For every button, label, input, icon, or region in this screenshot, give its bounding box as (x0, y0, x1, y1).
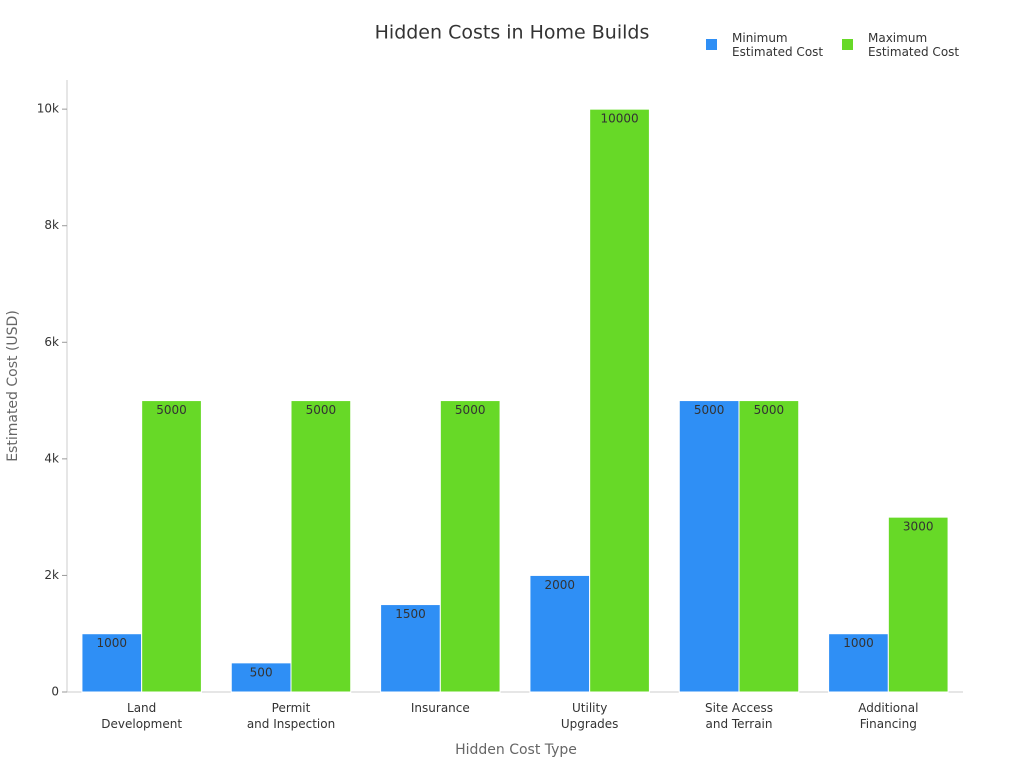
value-label: 5000 (306, 403, 337, 417)
y-axis-title: Estimated Cost (USD) (5, 310, 21, 462)
legend-label: Maximum Estimated Cost (868, 31, 960, 59)
y-tick-label: 10k (37, 102, 59, 116)
value-label: 1000 (97, 636, 128, 650)
value-label: 5000 (156, 403, 187, 417)
y-tick-label: 6k (44, 335, 59, 349)
x-tick-label: Site Access and Terrain (705, 701, 773, 731)
bar (141, 400, 202, 693)
value-label: 10000 (600, 112, 638, 126)
bar (678, 400, 740, 693)
bar (81, 633, 143, 693)
legend-label: Minimum Estimated Cost (732, 31, 824, 59)
bar (439, 400, 501, 693)
bar (529, 574, 591, 693)
value-label: 1500 (395, 607, 426, 621)
value-label: 3000 (903, 520, 934, 534)
bar (230, 662, 292, 693)
value-label: 500 (250, 665, 273, 679)
y-tick-label: 4k (44, 451, 59, 465)
y-tick-label: 2k (44, 568, 59, 582)
chart-title: Hidden Costs in Home Builds (375, 22, 650, 44)
y-tick-label: 8k (44, 218, 59, 232)
y-tick-label: 0 (51, 685, 59, 699)
value-label: 1000 (843, 636, 874, 650)
x-tick-label: Additional Financing (858, 701, 919, 731)
value-label: 5000 (754, 403, 785, 417)
value-label: 5000 (694, 403, 725, 417)
value-label: 5000 (455, 403, 486, 417)
legend-swatch (842, 39, 853, 50)
x-tick-label: Land Development (101, 701, 183, 731)
bar (887, 516, 949, 693)
x-axis-title: Hidden Cost Type (455, 742, 577, 758)
x-tick-label: Utility Upgrades (560, 701, 619, 731)
bar (589, 108, 650, 693)
legend-swatch (706, 39, 717, 50)
bar (738, 400, 800, 693)
value-label: 2000 (545, 578, 576, 592)
bar (290, 400, 352, 693)
x-tick-label: Permit and Inspection (246, 701, 336, 731)
x-tick-label: Insurance (410, 701, 470, 715)
